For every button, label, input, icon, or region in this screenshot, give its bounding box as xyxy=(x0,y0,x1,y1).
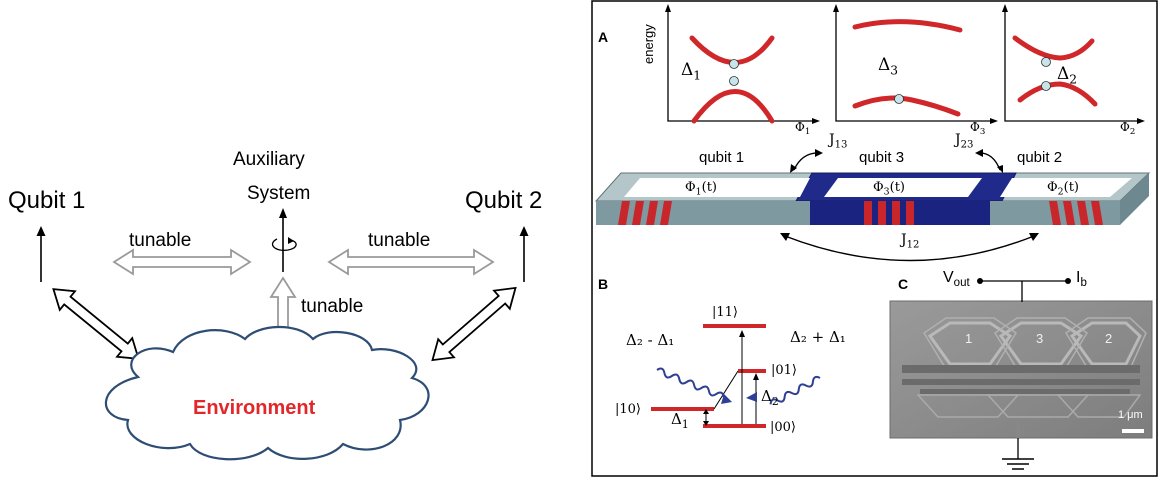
qubit-label-2: qubit 2 xyxy=(1017,149,1063,166)
gap-label-2: Δ2 xyxy=(1057,64,1078,87)
xaxis-label-2: Φ2 xyxy=(1120,120,1136,138)
env-arrow-left xyxy=(52,288,140,360)
delta1-label: Δ1 xyxy=(671,410,689,431)
drive-wave-right xyxy=(769,375,821,405)
energy-axis-label: energy xyxy=(641,24,656,64)
qubit1-arrow xyxy=(36,226,46,282)
environment-cloud xyxy=(104,325,430,461)
tunable-label-center: tunable xyxy=(301,296,364,317)
tunable-label-right: tunable xyxy=(368,230,431,251)
sem-loop-label-2: 2 xyxy=(1105,331,1113,346)
panel-c-letter: C xyxy=(898,276,909,292)
vout-label: Vout xyxy=(943,269,970,290)
graph-1 xyxy=(665,4,820,124)
aux-label-line1: Auxiliary xyxy=(233,149,305,170)
ground-icon xyxy=(1002,458,1034,470)
environment-label: Environment xyxy=(193,397,316,419)
ib-label: Ib xyxy=(1076,269,1087,290)
tunable-label-left: tunable xyxy=(129,230,192,251)
panel-a xyxy=(594,4,1151,262)
qubit-label-3: qubit 3 xyxy=(859,149,905,166)
qubit1-label: Qubit 1 xyxy=(8,187,86,214)
graph-2 xyxy=(833,4,998,124)
qubit-bar xyxy=(594,172,1151,225)
gap-label-3: Δ3 xyxy=(878,55,899,78)
sem-loop-label-1: 1 xyxy=(965,331,973,346)
graph-3 xyxy=(1002,4,1145,124)
tunable-arrow-right xyxy=(327,248,495,276)
xaxis-label-3: Φ3 xyxy=(970,120,986,138)
flux-label-1: Φ1(t) xyxy=(685,180,717,198)
flux-label-3: Φ3(t) xyxy=(873,180,905,198)
xaxis-label-1: Φ1 xyxy=(795,120,811,138)
panel-b-letter: B xyxy=(598,276,609,292)
panel-c xyxy=(889,278,1153,470)
qubit-label-1: qubit 1 xyxy=(699,149,745,166)
env-arrow-right xyxy=(431,286,517,362)
coupling-arrow-j12 xyxy=(784,235,1035,262)
qubit2-label: Qubit 2 xyxy=(465,187,543,214)
scale-bar xyxy=(1122,429,1144,433)
ket-10: |10⟩ xyxy=(615,402,641,417)
delta2-label: Δ2 xyxy=(761,387,779,408)
coupling-label-j13: J13 xyxy=(829,132,848,151)
qubit2-arrow xyxy=(519,226,529,282)
drive-label-left: Δ₂ - Δ₁ xyxy=(626,331,675,349)
aux-spin-icon xyxy=(272,208,297,272)
ket-01: |01⟩ xyxy=(771,363,797,378)
panel-a-letter: A xyxy=(598,29,609,45)
flux-label-2: Φ2(t) xyxy=(1047,180,1079,198)
drive-wave-left xyxy=(656,367,725,398)
gap-label-1: Δ1 xyxy=(681,60,702,83)
ket-00: |00⟩ xyxy=(770,420,796,435)
coupling-label-j12: J12 xyxy=(901,232,920,251)
ket-11: |11⟩ xyxy=(712,305,738,320)
tunable-arrow-left xyxy=(112,248,252,276)
scale-bar-label: 1 μm xyxy=(1118,409,1143,421)
aux-label-line2: System xyxy=(247,183,311,204)
panel-b xyxy=(651,324,821,428)
drive-label-right: Δ₂ + Δ₁ xyxy=(790,328,846,346)
sem-loop-label-3: 3 xyxy=(1036,331,1044,346)
coupling-label-j23: J23 xyxy=(955,132,974,151)
